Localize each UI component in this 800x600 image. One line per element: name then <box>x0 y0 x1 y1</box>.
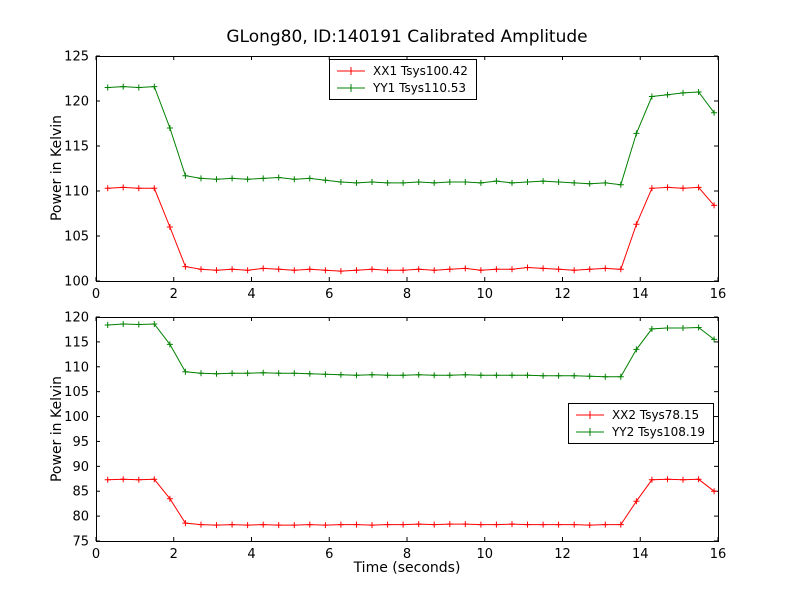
y-tick-label: 105 <box>64 385 89 400</box>
legend-entry: YY1 Tsys110.53 <box>336 81 468 95</box>
top-legend: XX1 Tsys100.42 YY1 Tsys110.53 <box>329 59 477 100</box>
x-tick-label: 2 <box>170 287 178 302</box>
x-tick-label: 10 <box>476 547 493 562</box>
line-marker-sample <box>575 411 604 419</box>
top-y-axis-label: Power in Kelvin <box>49 114 65 222</box>
x-tick-label: 14 <box>632 287 649 302</box>
x-tick-label: 0 <box>92 547 100 562</box>
legend-entry: XX2 Tsys78.15 <box>575 408 705 422</box>
y-tick-label: 90 <box>72 460 89 475</box>
bottom-y-axis-label: Power in Kelvin <box>49 375 65 483</box>
series-markers-YY1 <box>104 83 718 188</box>
x-axis-label: Time (seconds) <box>353 560 461 576</box>
series-line-YY2 <box>107 323 715 378</box>
x-tick-label: 0 <box>92 287 100 302</box>
y-tick-label: 115 <box>64 140 89 155</box>
series-markers-XX2 <box>104 476 718 529</box>
x-tick-label: 16 <box>710 547 727 562</box>
y-tick-label: 120 <box>64 95 89 110</box>
x-tick-label: 12 <box>554 287 571 302</box>
x-tick-label: 2 <box>170 547 178 562</box>
x-tick-label: 4 <box>247 287 255 302</box>
x-tick-label: 8 <box>403 547 411 562</box>
y-tick-label: 95 <box>72 435 89 450</box>
line-marker-sample <box>337 84 365 92</box>
y-tick-label: 110 <box>64 360 89 375</box>
y-tick-label: 105 <box>64 230 89 245</box>
x-tick-label: 4 <box>247 547 255 562</box>
x-tick-label: 6 <box>325 287 333 302</box>
x-tick-label: 8 <box>403 287 411 302</box>
x-tick-label: 10 <box>476 287 493 302</box>
y-tick-label: 100 <box>64 275 89 290</box>
x-tick-label: 12 <box>554 547 571 562</box>
legend-label: YY2 Tsys108.19 <box>611 425 705 439</box>
y-tick-label: 75 <box>72 535 89 550</box>
y-tick-label: 115 <box>64 335 89 350</box>
legend-entry: YY2 Tsys108.19 <box>575 425 705 439</box>
line-marker-sample <box>575 428 604 436</box>
x-tick-label: 14 <box>632 547 649 562</box>
y-tick-label: 125 <box>64 50 89 65</box>
x-tick-label: 6 <box>325 547 333 562</box>
y-tick-label: 120 <box>64 311 89 326</box>
series-line-XX2 <box>107 478 715 526</box>
legend-entry: XX1 Tsys100.42 <box>336 64 468 78</box>
series-line-XX1 <box>107 186 715 272</box>
y-tick-label: 110 <box>64 185 89 200</box>
series-line-YY1 <box>107 86 715 186</box>
legend-label: XX1 Tsys100.42 <box>373 64 468 78</box>
bottom-legend: XX2 Tsys78.15 YY2 Tsys108.19 <box>567 403 714 444</box>
series-markers-XX1 <box>104 184 718 275</box>
x-tick-label: 16 <box>710 287 727 302</box>
legend-label: YY1 Tsys110.53 <box>373 81 467 95</box>
y-tick-label: 100 <box>64 410 89 425</box>
line-marker-sample <box>337 67 365 75</box>
figure-title: GLong80, ID:140191 Calibrated Amplitude <box>226 27 588 47</box>
y-tick-label: 80 <box>72 510 89 525</box>
series-markers-YY2 <box>104 321 718 380</box>
y-tick-label: 85 <box>72 485 89 500</box>
legend-label: XX2 Tsys78.15 <box>611 408 700 422</box>
